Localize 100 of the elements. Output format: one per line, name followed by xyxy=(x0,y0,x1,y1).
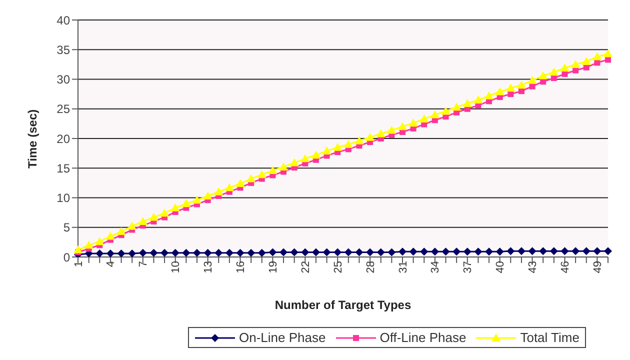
point xyxy=(517,247,526,256)
point xyxy=(529,83,536,90)
x-tick-label: 25 xyxy=(332,261,344,274)
point xyxy=(247,248,256,257)
point xyxy=(550,247,558,256)
point xyxy=(290,248,298,256)
x-tick-label: 19 xyxy=(268,261,280,274)
point xyxy=(344,140,353,148)
point xyxy=(420,114,429,122)
point xyxy=(582,247,590,256)
point xyxy=(74,245,82,254)
point xyxy=(290,158,299,166)
x-tick-label: 37 xyxy=(462,261,474,274)
point xyxy=(496,248,504,256)
point xyxy=(301,248,310,256)
point xyxy=(441,106,450,115)
x-tick-label: 16 xyxy=(235,261,248,274)
point xyxy=(333,142,342,151)
point xyxy=(84,240,94,249)
point xyxy=(116,227,126,236)
point xyxy=(138,216,148,225)
point xyxy=(128,222,137,230)
point xyxy=(572,247,580,256)
point xyxy=(592,52,602,60)
point xyxy=(604,49,612,58)
point xyxy=(474,95,483,104)
point xyxy=(462,99,472,108)
x-tick-label: 1 xyxy=(72,261,85,268)
point xyxy=(355,248,364,256)
point xyxy=(550,75,557,82)
point xyxy=(485,248,494,256)
point xyxy=(344,248,352,256)
x-tick-label: 28 xyxy=(364,261,377,274)
point xyxy=(171,248,180,257)
point xyxy=(182,199,191,208)
y-tick-label: 10 xyxy=(56,191,70,206)
point xyxy=(408,118,418,127)
point xyxy=(280,248,288,256)
point xyxy=(398,122,407,130)
point xyxy=(376,248,385,256)
point xyxy=(236,248,244,257)
x-tick-label: 46 xyxy=(560,261,572,274)
point xyxy=(593,247,602,256)
point xyxy=(334,248,342,256)
x-tick-label: 31 xyxy=(397,261,410,274)
point xyxy=(225,248,234,257)
point xyxy=(160,208,170,217)
point xyxy=(560,247,569,256)
point xyxy=(594,60,600,66)
point xyxy=(192,248,201,257)
point xyxy=(300,154,310,162)
x-tick-label: 7 xyxy=(138,261,150,268)
point xyxy=(560,63,570,72)
point xyxy=(387,126,396,134)
point xyxy=(366,248,374,256)
point xyxy=(312,248,320,256)
x-tick-label: 49 xyxy=(592,261,604,274)
point xyxy=(258,248,266,257)
point xyxy=(430,110,440,118)
point xyxy=(311,150,320,159)
point xyxy=(538,71,548,80)
point xyxy=(170,203,180,212)
point xyxy=(95,237,104,246)
x-tick-label: 43 xyxy=(527,261,540,274)
x-tick-label: 13 xyxy=(202,261,215,274)
point xyxy=(192,196,202,204)
x-tick-label: 10 xyxy=(170,261,182,274)
point xyxy=(506,84,516,92)
point xyxy=(138,248,147,257)
point xyxy=(516,80,526,89)
point xyxy=(268,248,277,256)
point xyxy=(117,249,126,257)
point xyxy=(508,91,514,98)
x-tick-label: 4 xyxy=(105,261,118,268)
point xyxy=(257,170,266,178)
point xyxy=(474,248,482,256)
point xyxy=(540,78,546,85)
point xyxy=(149,212,158,221)
point xyxy=(442,248,450,256)
point xyxy=(160,248,169,257)
point xyxy=(388,248,396,256)
point xyxy=(398,248,406,256)
x-tick-label: 40 xyxy=(494,261,507,274)
point xyxy=(452,248,461,256)
point xyxy=(224,183,234,192)
point xyxy=(322,248,331,256)
point xyxy=(409,248,418,256)
point xyxy=(549,68,558,76)
y-tick-label: 35 xyxy=(56,42,70,57)
legend-label: Off-Line Phase xyxy=(378,330,466,345)
point xyxy=(106,249,114,257)
point xyxy=(214,187,224,196)
point xyxy=(279,162,288,170)
y-tick-label: 0 xyxy=(63,250,70,264)
y-tick-label: 15 xyxy=(56,161,70,176)
point xyxy=(430,248,439,256)
point xyxy=(268,166,278,174)
point xyxy=(495,87,504,96)
x-axis-title: Number of Target Types xyxy=(274,298,412,312)
point xyxy=(214,248,223,257)
